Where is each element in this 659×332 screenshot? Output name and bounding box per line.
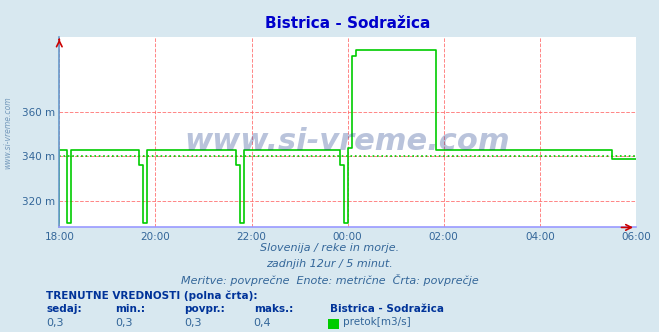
Text: www.si-vreme.com: www.si-vreme.com [3,97,13,169]
Text: zadnjih 12ur / 5 minut.: zadnjih 12ur / 5 minut. [266,259,393,269]
Title: Bistrica - Sodražica: Bistrica - Sodražica [265,16,430,31]
Text: 0,4: 0,4 [254,318,272,328]
Text: pretok[m3/s]: pretok[m3/s] [343,317,411,327]
Text: min.:: min.: [115,304,146,314]
Text: TRENUTNE VREDNOSTI (polna črta):: TRENUTNE VREDNOSTI (polna črta): [46,290,258,301]
Text: 0,3: 0,3 [46,318,64,328]
Text: Slovenija / reke in morje.: Slovenija / reke in morje. [260,243,399,253]
Text: sedaj:: sedaj: [46,304,82,314]
Text: 0,3: 0,3 [185,318,202,328]
Text: 0,3: 0,3 [115,318,133,328]
Text: Bistrica - Sodražica: Bistrica - Sodražica [330,304,444,314]
Text: maks.:: maks.: [254,304,293,314]
Text: www.si-vreme.com: www.si-vreme.com [185,127,511,156]
Text: Meritve: povprečne  Enote: metrične  Črta: povprečje: Meritve: povprečne Enote: metrične Črta:… [181,274,478,286]
Text: povpr.:: povpr.: [185,304,225,314]
